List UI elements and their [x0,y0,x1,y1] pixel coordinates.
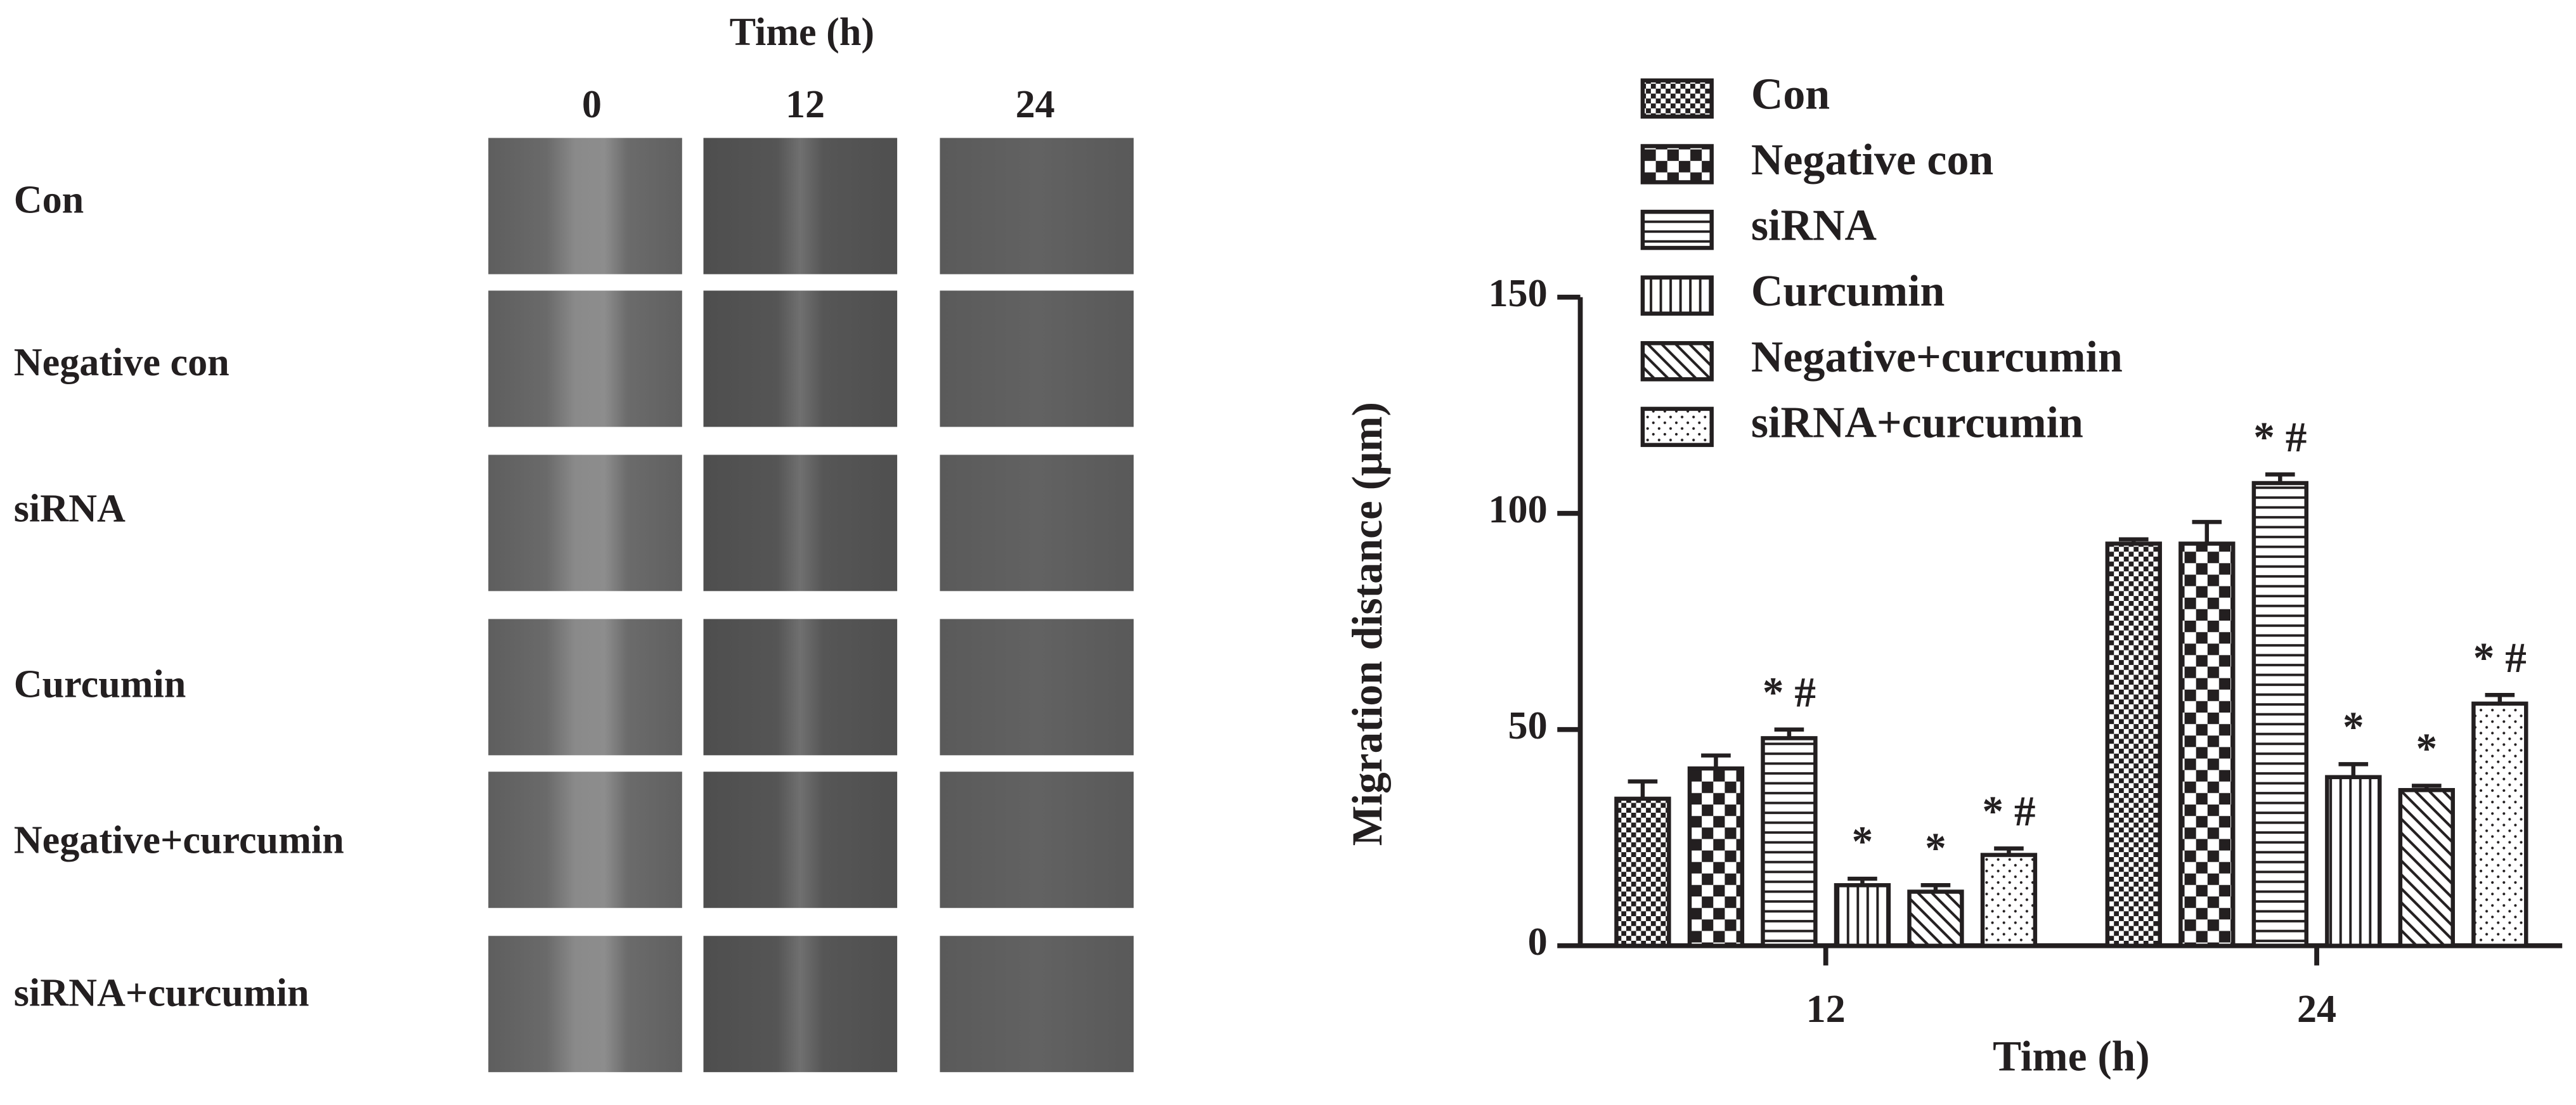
bar [1907,889,1964,948]
significance-label: * [1852,818,1874,865]
bar [1834,883,1891,948]
y-axis-label: Migration distance (μm) [1343,402,1391,846]
micrograph [703,290,898,427]
micrograph [488,290,682,427]
legend-label: Curcumin [1751,267,1945,316]
row-label: siRNA+curcumin [14,971,309,1014]
micrograph [488,138,682,275]
micrograph [940,936,1134,1073]
bar-chart: 0 50 100 150 Migration distance (μm) Time (h)… [1343,70,2563,1080]
y-tick-label: 0 [1528,921,1548,964]
bar [1980,853,2038,948]
bar [1687,766,1745,948]
bar [2325,775,2382,948]
y-tick-label: 50 [1508,704,1548,747]
micrograph-panel: Time (h) 0 12 24 Con Negative con siRNA Curcum… [14,11,1134,1073]
legend-swatch [1640,406,1714,448]
row-label: siRNA [14,487,126,530]
column-label: 12 [786,83,825,126]
column-label: 0 [582,83,602,126]
x-tick-label: 12 [1806,988,1846,1031]
micrograph [703,455,898,591]
legend-label: siRNA [1751,202,1877,250]
bar [1614,796,1671,948]
micrograph [940,455,1134,591]
legend-swatch [1640,209,1714,250]
panel-title: Time (h) [730,11,874,54]
legend-swatch [1640,78,1714,119]
legend-swatch [1640,341,1714,382]
significance-label: * # [1763,668,1816,716]
significance-label: * [2343,703,2364,751]
bar [1761,736,1818,948]
significance-label: * [1925,824,1946,872]
micrograph [703,138,898,275]
significance-label: * # [2253,413,2307,461]
micrograph [940,138,1134,275]
legend-label: Negative con [1751,136,1993,184]
bar [2251,481,2308,948]
micrograph [488,619,682,756]
y-tick-label: 100 [1488,488,1547,531]
bar [2105,541,2162,948]
micrograph [703,619,898,756]
micrograph [940,290,1134,427]
legend-swatch [1640,275,1714,316]
micrograph [940,772,1134,908]
micrograph [488,772,682,908]
significance-label: * [2416,725,2437,772]
micrograph [488,936,682,1073]
row-label: Con [14,178,84,221]
legend-swatch [1640,144,1714,184]
significance-label: * # [1982,787,2035,835]
row-label: Curcumin [14,662,186,706]
legend-label: siRNA+curcumin [1751,398,2083,447]
micrograph [940,619,1134,756]
bar [2471,701,2528,948]
legend-label: Con [1751,70,1830,119]
x-axis-label: Time (h) [1993,1033,2149,1080]
y-tick-label: 150 [1488,272,1547,315]
x-tick-label: 24 [2297,988,2336,1031]
bar [2178,541,2236,948]
micrograph [703,772,898,908]
micrograph [488,455,682,591]
row-label: Negative con [14,341,230,384]
bar [2398,788,2456,948]
micrograph [703,936,898,1073]
column-label: 24 [1016,83,1055,126]
legend-label: Negative+curcumin [1751,333,2123,382]
row-label: Negative+curcumin [14,818,344,862]
significance-label: * # [2473,634,2527,682]
